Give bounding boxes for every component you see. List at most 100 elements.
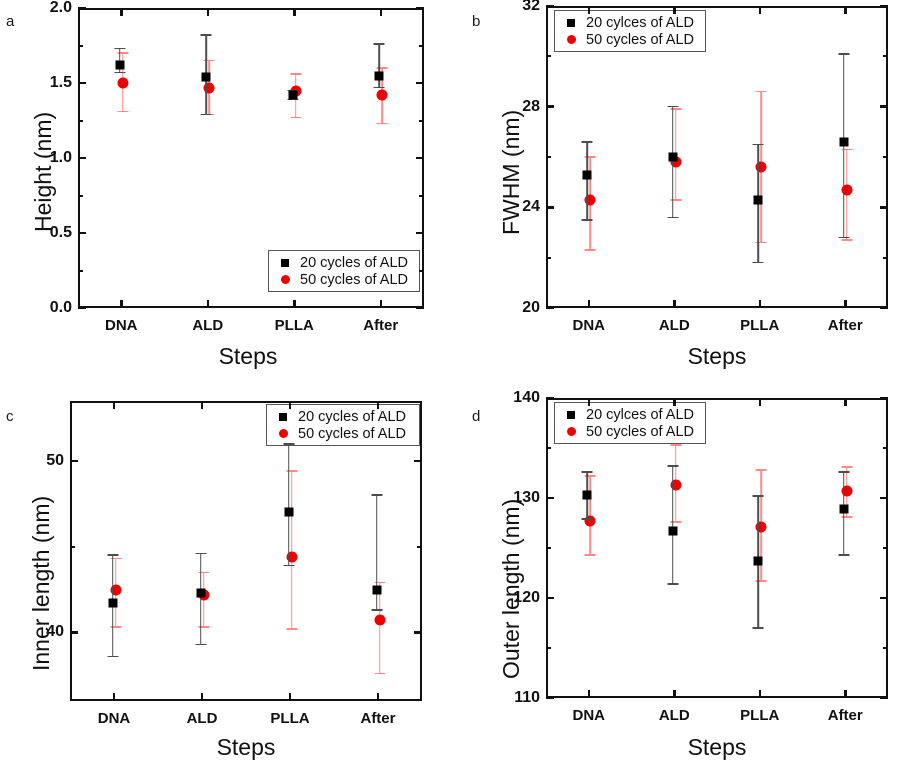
- y-tick-minor: [419, 119, 424, 122]
- panel-c: c Inner length (nm) Steps 20 cycles of A…: [0, 381, 462, 762]
- x-tick-label: DNA: [97, 710, 131, 727]
- y-tick-major: [546, 596, 554, 600]
- errorbar-cap-lower: [376, 122, 388, 125]
- y-tick-label: 140: [513, 389, 540, 406]
- y-tick-label: 40: [46, 623, 64, 641]
- y-tick-label: 1.5: [49, 74, 72, 91]
- legend-label-20: 20 cylces of ALD: [586, 14, 694, 31]
- y-tick-major: [70, 631, 78, 634]
- x-tick-major-top: [844, 6, 847, 14]
- errorbar-cap-lower: [752, 261, 764, 264]
- errorbar-cap-upper: [374, 581, 385, 584]
- errorbar-cap-lower: [114, 71, 126, 74]
- x-tick-major-top: [758, 6, 761, 14]
- errorbar-20cycles: [367, 487, 387, 618]
- data-marker-square: [582, 490, 592, 500]
- data-marker-circle: [755, 521, 767, 533]
- errorbar-20cycles: [834, 46, 854, 246]
- y-tick-minor: [78, 119, 83, 122]
- y-tick-major: [78, 156, 86, 160]
- errorbar-cap-upper: [581, 471, 593, 473]
- data-marker-circle: [376, 89, 388, 101]
- errorbar-cap-upper: [290, 73, 302, 75]
- y-tick-minor: [419, 269, 424, 272]
- data-marker-square: [284, 507, 293, 517]
- y-tick-label: 110: [514, 689, 540, 706]
- errorbar-cap-upper: [114, 47, 126, 50]
- x-tick-major-top: [120, 8, 123, 16]
- x-tick-label: DNA: [105, 317, 138, 334]
- data-marker-square: [839, 504, 849, 514]
- legend-a: 20 cycles of ALD 50 cycles of ALD: [268, 250, 420, 292]
- x-tick-label: ALD: [658, 707, 690, 724]
- data-marker-circle: [670, 479, 682, 491]
- legend-circle-icon: [560, 35, 582, 44]
- errorbar-cap-upper: [198, 571, 209, 574]
- x-tick-label: PLLA: [740, 707, 780, 724]
- errorbar-cap-lower: [752, 627, 764, 629]
- y-tick-label: 28: [522, 97, 540, 115]
- errorbar-cap-upper: [581, 141, 593, 143]
- errorbar-cap-upper: [110, 557, 121, 560]
- y-axis-title-c: Inner length (nm): [28, 495, 54, 671]
- y-tick-minor: [546, 547, 551, 549]
- data-marker-circle: [110, 584, 121, 596]
- errorbar-cap-lower: [755, 241, 767, 244]
- errorbar-cap-lower: [283, 564, 294, 567]
- errorbar-cap-upper: [371, 494, 382, 497]
- panel-letter-d: d: [472, 408, 481, 425]
- errorbar-cap-lower: [584, 554, 596, 556]
- y-tick-major: [546, 496, 554, 500]
- legend-d: 20 cylces of ALD 50 cycles of ALD: [554, 402, 706, 444]
- errorbar-cap-lower: [670, 521, 682, 523]
- y-tick-major: [546, 105, 554, 108]
- panel-b: b FWHM (nm) Steps 20 cylces of ALD 50 cy…: [462, 0, 924, 381]
- x-tick-major-top: [379, 8, 382, 16]
- x-tick-major: [673, 690, 676, 698]
- y-tick-major: [78, 231, 86, 235]
- errorbar-cap-upper: [373, 43, 385, 45]
- y-tick-major: [70, 459, 78, 463]
- x-tick-label: DNA: [572, 317, 606, 334]
- data-marker-square: [668, 152, 678, 162]
- y-tick-major: [78, 306, 86, 310]
- data-marker-square: [115, 60, 125, 70]
- errorbar-20cycles: [663, 99, 683, 226]
- data-marker-square: [374, 71, 384, 80]
- y-tick-major-right: [880, 696, 888, 700]
- y-tick-minor: [883, 156, 888, 158]
- errorbar-cap-lower: [371, 609, 382, 611]
- y-tick-label: 0.0: [49, 299, 72, 316]
- errorbar-50cycles: [666, 437, 686, 530]
- y-axis-title-b: FWHM (nm): [498, 109, 524, 235]
- x-tick-label: ALD: [658, 317, 690, 334]
- data-marker-circle: [841, 184, 853, 196]
- y-tick-major-right: [416, 6, 424, 10]
- errorbar-20cycles: [369, 36, 389, 96]
- errorbar-line: [287, 443, 290, 566]
- panel-letter-c: c: [6, 408, 14, 425]
- y-tick-major: [546, 206, 554, 209]
- errorbar-20cycles: [196, 27, 216, 123]
- panel-a: a Height (nm) Steps 20 cycles of ALD 50 …: [0, 0, 462, 381]
- errorbar-50cycles: [837, 141, 857, 248]
- errorbar-50cycles: [837, 459, 857, 525]
- x-tick-major-top: [293, 8, 296, 16]
- x-tick-major: [758, 300, 761, 308]
- y-tick-minor: [546, 256, 551, 259]
- errorbar-cap-upper: [584, 475, 596, 477]
- errorbar-cap-upper: [200, 34, 212, 36]
- errorbar-cap-upper: [376, 67, 388, 69]
- panel-letter-b: b: [472, 13, 481, 30]
- errorbar-line: [375, 495, 378, 611]
- errorbar-cap-upper: [755, 90, 767, 93]
- x-axis-title-d: Steps: [687, 734, 747, 760]
- data-marker-circle: [584, 194, 596, 206]
- y-tick-label: 32: [522, 0, 540, 14]
- x-tick-major-top: [200, 401, 204, 409]
- errorbar-cap-upper: [107, 554, 118, 557]
- x-tick-major: [376, 693, 380, 701]
- errorbar-cap-lower: [200, 113, 212, 116]
- errorbar-line: [290, 471, 293, 629]
- legend-row-black: 20 cycles of ALD: [274, 254, 412, 271]
